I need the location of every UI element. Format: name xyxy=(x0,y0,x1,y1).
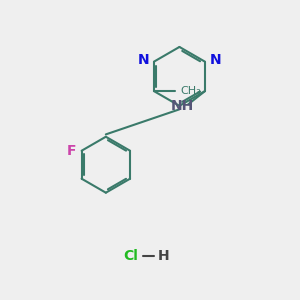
Text: N: N xyxy=(209,53,221,67)
Text: Cl: Cl xyxy=(123,249,138,263)
Text: H: H xyxy=(158,249,169,263)
Text: N: N xyxy=(138,53,149,67)
Text: CH₃: CH₃ xyxy=(180,86,201,96)
Text: F: F xyxy=(67,144,76,158)
Text: NH: NH xyxy=(171,99,194,113)
